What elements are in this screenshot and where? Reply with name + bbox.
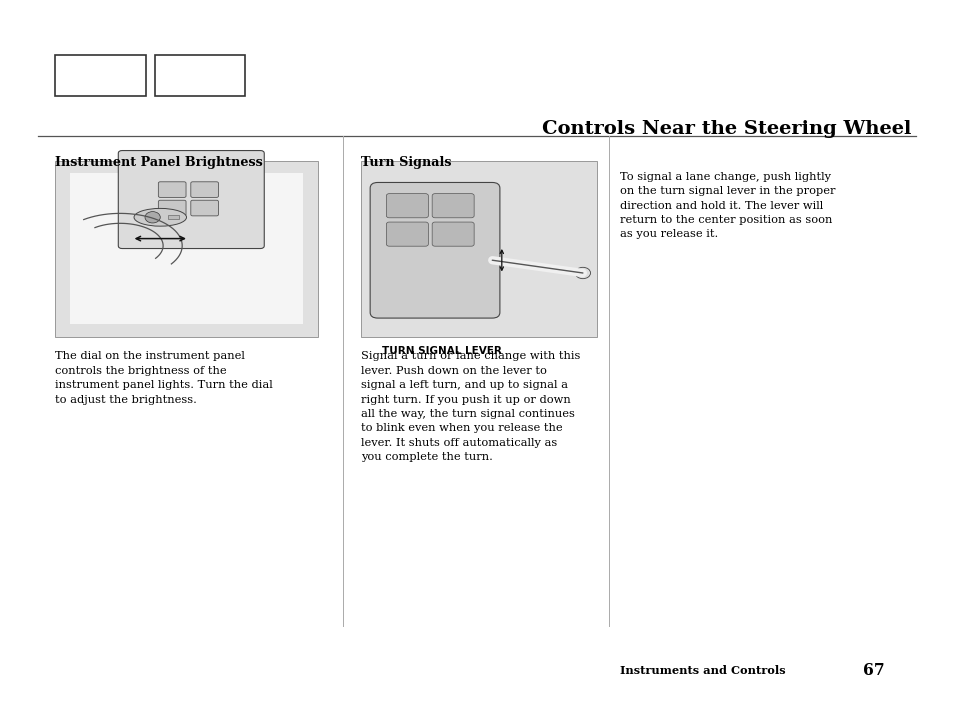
Ellipse shape (133, 209, 186, 226)
FancyBboxPatch shape (432, 222, 474, 246)
FancyBboxPatch shape (118, 151, 264, 248)
Circle shape (145, 212, 160, 223)
Text: The dial on the instrument panel
controls the brightness of the
instrument panel: The dial on the instrument panel control… (55, 351, 273, 405)
Bar (70, 173, 303, 324)
Text: 67: 67 (862, 662, 884, 679)
Text: Signal a turn or lane change with this
lever. Push down on the lever to
signal a: Signal a turn or lane change with this l… (360, 351, 579, 462)
FancyBboxPatch shape (191, 200, 218, 216)
Text: Instruments and Controls: Instruments and Controls (619, 665, 785, 677)
FancyBboxPatch shape (158, 200, 186, 216)
Text: Turn Signals: Turn Signals (360, 156, 451, 169)
Bar (168, 215, 179, 219)
Text: Controls Near the Steering Wheel: Controls Near the Steering Wheel (541, 120, 910, 138)
Bar (154, 55, 245, 96)
Bar (55, 161, 317, 337)
Text: TURN SIGNAL LEVER: TURN SIGNAL LEVER (381, 346, 501, 356)
FancyBboxPatch shape (191, 182, 218, 197)
Text: To signal a lane change, push lightly
on the turn signal lever in the proper
dir: To signal a lane change, push lightly on… (619, 172, 835, 239)
Bar (55, 55, 146, 96)
Circle shape (575, 267, 590, 278)
FancyBboxPatch shape (158, 182, 186, 197)
Text: Instrument Panel Brightness: Instrument Panel Brightness (55, 156, 263, 169)
FancyBboxPatch shape (370, 182, 499, 318)
FancyBboxPatch shape (386, 222, 428, 246)
FancyBboxPatch shape (432, 194, 474, 218)
Bar (360, 161, 597, 337)
FancyBboxPatch shape (386, 194, 428, 218)
